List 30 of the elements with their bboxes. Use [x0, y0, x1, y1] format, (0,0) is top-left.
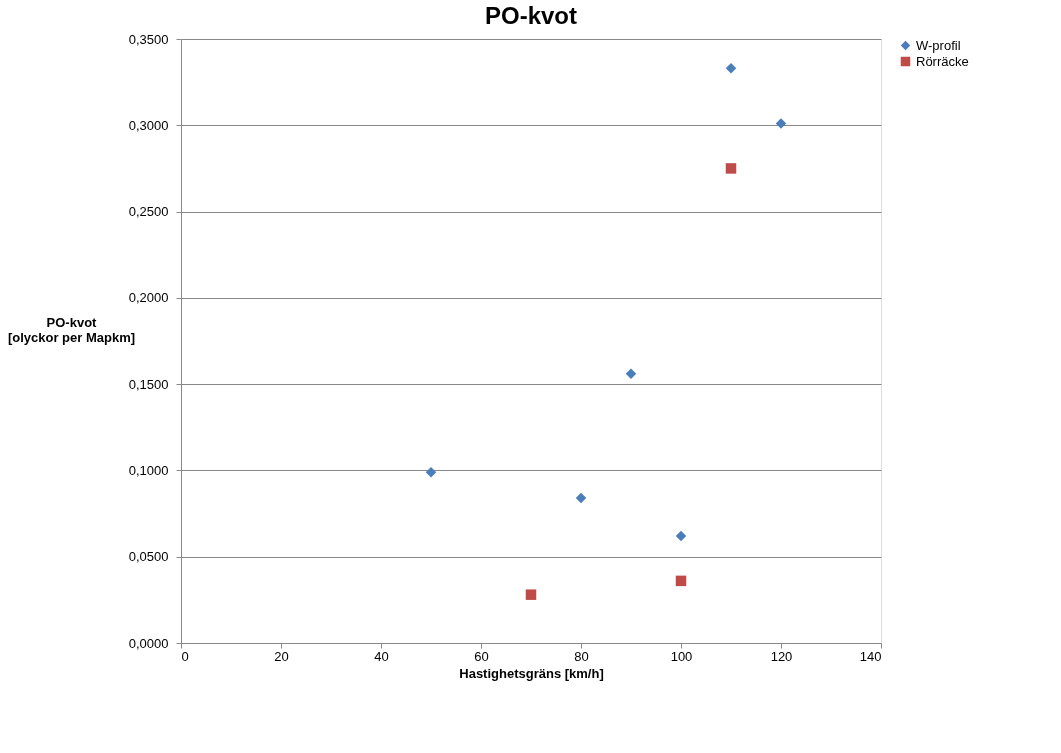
point — [775, 118, 787, 129]
point — [575, 492, 587, 504]
y-tick-label: 0,1500 — [128, 376, 169, 392]
point — [525, 589, 537, 600]
x-tick-label: 40 — [374, 648, 389, 664]
point — [725, 163, 737, 174]
y-tick-label: 0,2000 — [128, 290, 169, 306]
x-tick-label: 20 — [274, 648, 289, 664]
x-tick-label: 0 — [181, 648, 189, 664]
y-tick-label: 0,3000 — [128, 117, 169, 133]
point — [625, 368, 637, 380]
y-tick-label: 0,2500 — [128, 204, 169, 220]
legend-label: Rörräcke — [916, 53, 969, 69]
point — [725, 63, 737, 74]
x-tick-label: 120 — [770, 648, 793, 664]
y-tick-label: 0,1000 — [128, 462, 169, 478]
y-tick-label: 0,0500 — [128, 549, 169, 565]
y-tick-label: 0,3500 — [128, 31, 169, 47]
chart-title: PO-kvot — [484, 2, 578, 29]
x-axis-title: Hastighetsgräns [km/h] — [459, 665, 604, 681]
point — [675, 530, 687, 542]
y-tick-label: 0,0000 — [128, 635, 169, 651]
legend-label: W-profil — [916, 37, 961, 53]
point — [425, 466, 437, 478]
point — [675, 575, 687, 587]
x-tick-label: 60 — [474, 648, 489, 664]
x-tick-label: 100 — [670, 648, 693, 664]
x-tick-label: 80 — [574, 648, 589, 664]
y-axis-title: PO-kvot [olyckor per Mapkm] — [7, 314, 136, 345]
x-tick-label: 140 — [859, 648, 882, 664]
